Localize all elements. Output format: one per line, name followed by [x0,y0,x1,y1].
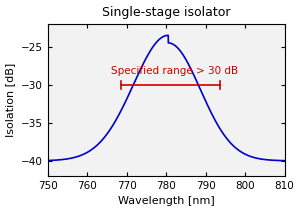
Y-axis label: Isolation [dB]: Isolation [dB] [6,63,16,137]
X-axis label: Wavelength [nm]: Wavelength [nm] [118,197,214,206]
Text: Specified range > 30 dB: Specified range > 30 dB [111,66,238,76]
Title: Single-stage isolator: Single-stage isolator [102,6,230,19]
